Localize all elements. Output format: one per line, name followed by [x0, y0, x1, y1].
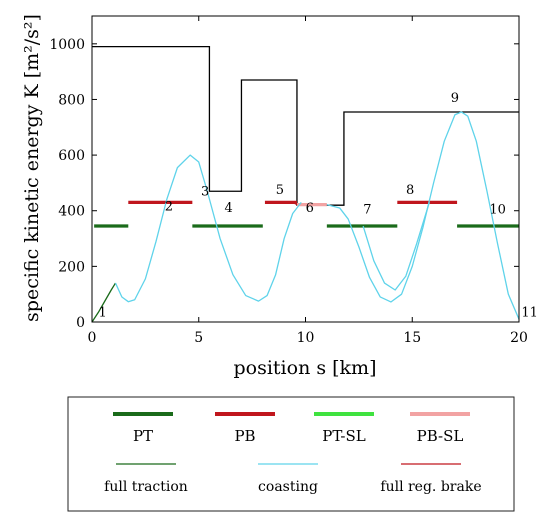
x-tick-label: 20 — [510, 330, 528, 346]
trajectory-full-traction-1 — [91, 282, 117, 323]
point-label-7: 7 — [363, 203, 371, 218]
point-labels: 1 2 34 5 6 7 8 9 10 11 — [99, 91, 538, 320]
legend-label-coasting: coasting — [258, 479, 318, 495]
legend: PT PB PT-SL PB-SL full traction coasting full … — [67, 396, 515, 512]
point-label-6: 6 — [306, 201, 314, 216]
speed-limit-line — [92, 45, 519, 206]
point-label-9: 9 — [451, 91, 459, 106]
y-tick-label: 600 — [58, 148, 85, 164]
legend-label-pb-sl: PB-SL — [417, 427, 464, 445]
x-tick-label: 0 — [88, 330, 97, 346]
legend-label-pb: PB — [234, 427, 255, 445]
plot-frame — [91, 15, 520, 323]
y-tick-label: 0 — [76, 315, 85, 331]
x-tick-label: 15 — [403, 330, 421, 346]
y-axis-label: specific kinetic energy K [m²/s²] — [21, 14, 43, 322]
point-label-3: 3 — [201, 184, 209, 199]
legend-label-pt-sl: PT-SL — [322, 427, 366, 445]
y-tick-label: 1000 — [49, 37, 85, 53]
point-label-10: 10 — [489, 203, 506, 218]
trajectory-full-reg-brake-5 — [292, 201, 298, 206]
point-label-1: 1 — [99, 305, 107, 320]
trajectory-coasting-2 — [114, 154, 302, 303]
x-tick-label: 10 — [297, 330, 315, 346]
point-label-2: 2 — [165, 200, 173, 215]
x-axis-label: position s [km] — [233, 357, 376, 379]
point-label-11: 11 — [521, 305, 538, 320]
y-tick-label: 800 — [58, 92, 85, 108]
x-tick-label: 5 — [194, 330, 203, 346]
trajectory-coasting-4 — [362, 202, 430, 291]
legend-label-pt: PT — [133, 427, 153, 445]
point-label-8: 8 — [406, 183, 414, 198]
y-tick-label: 200 — [58, 259, 85, 275]
point-label-4: 4 — [224, 201, 232, 216]
point-label-5: 5 — [276, 183, 284, 198]
plot-area — [91, 45, 520, 323]
legend-label-full-traction: full traction — [104, 479, 188, 495]
legend-label-full-reg-brake: full reg. brake — [380, 479, 481, 495]
y-tick-label: 400 — [58, 204, 85, 220]
